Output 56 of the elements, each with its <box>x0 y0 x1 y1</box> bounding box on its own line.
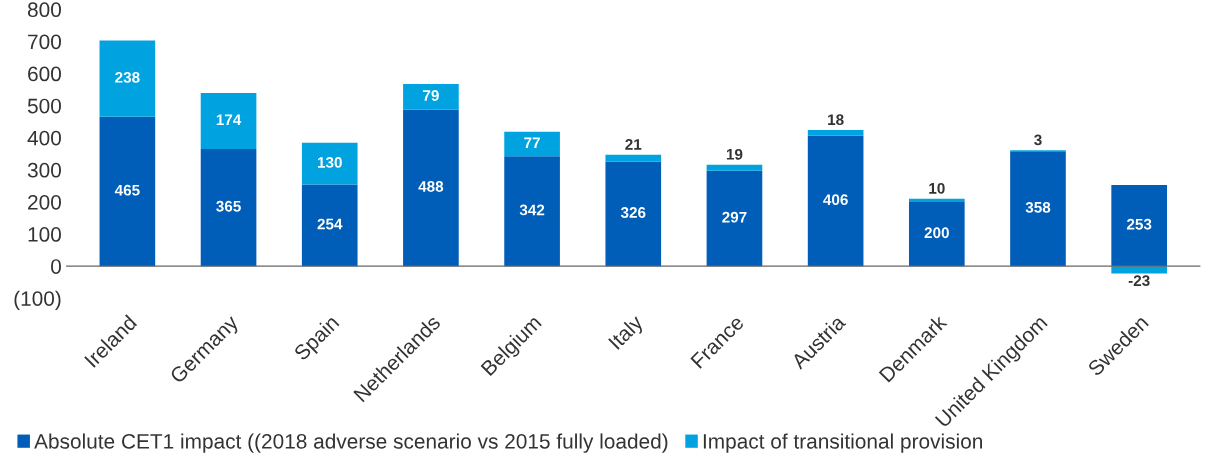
data-label: 10 <box>929 182 945 194</box>
bar <box>605 154 662 162</box>
bar <box>99 116 156 267</box>
data-label: 365 <box>216 200 241 212</box>
bar <box>908 201 965 267</box>
bar <box>1010 151 1066 267</box>
bar <box>200 93 257 149</box>
y-tick-label: 800 <box>27 2 61 18</box>
bar <box>807 135 864 267</box>
y-tick-label: 600 <box>28 66 61 82</box>
y-tick-label: 0 <box>51 259 61 274</box>
y-tick-label: (100) <box>14 290 61 311</box>
bar <box>807 130 864 136</box>
data-label: 488 <box>418 181 444 192</box>
data-label: 358 <box>1025 201 1051 213</box>
data-label: -23 <box>1128 275 1150 287</box>
legend-label: Impact of transitional provision <box>703 433 982 453</box>
y-tick-label: 500 <box>27 98 61 114</box>
bar <box>301 184 358 267</box>
data-label: 21 <box>625 138 642 150</box>
data-label: 297 <box>722 211 747 223</box>
bar <box>301 142 358 185</box>
data-label: 200 <box>924 227 949 239</box>
y-tick-label: 100 <box>28 227 61 242</box>
bar <box>403 109 459 267</box>
bar <box>403 84 459 110</box>
data-label: 238 <box>115 71 140 83</box>
y-tick-label: 700 <box>28 34 61 50</box>
bar <box>1111 266 1167 274</box>
data-label: 342 <box>519 204 545 216</box>
data-label: 465 <box>114 184 140 196</box>
data-label: 174 <box>216 114 242 125</box>
bar <box>1111 184 1167 267</box>
bar <box>605 161 662 267</box>
data-label: 79 <box>423 90 439 101</box>
data-label: 253 <box>1126 218 1152 230</box>
y-tick-label: 200 <box>28 194 61 210</box>
bar <box>504 156 560 267</box>
bar <box>200 148 257 267</box>
data-label: 406 <box>823 194 848 206</box>
y-tick-label: 300 <box>27 162 61 178</box>
data-label: 130 <box>317 157 342 168</box>
bar <box>908 198 965 202</box>
bar <box>504 131 560 157</box>
legend-label: Absolute CET1 impact ((2018 adverse scenario vs 2015 fully loaded) <box>34 433 668 453</box>
data-label: 3 <box>1034 134 1042 146</box>
bar <box>99 40 156 117</box>
bar <box>706 170 763 267</box>
data-label: 77 <box>524 137 540 148</box>
data-label: 326 <box>620 207 646 218</box>
data-label: 18 <box>828 114 844 126</box>
data-label: 254 <box>317 218 343 230</box>
data-label: 19 <box>726 148 743 160</box>
y-tick-label: 400 <box>27 130 61 146</box>
x-tick-label: Italy <box>607 313 647 353</box>
bar <box>706 164 763 171</box>
